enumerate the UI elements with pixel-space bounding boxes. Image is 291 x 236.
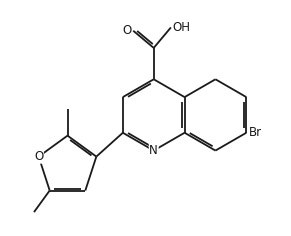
Text: O: O bbox=[34, 150, 43, 163]
Text: OH: OH bbox=[172, 21, 190, 34]
Text: N: N bbox=[149, 144, 158, 157]
Text: O: O bbox=[123, 24, 132, 37]
Text: Br: Br bbox=[249, 126, 262, 139]
